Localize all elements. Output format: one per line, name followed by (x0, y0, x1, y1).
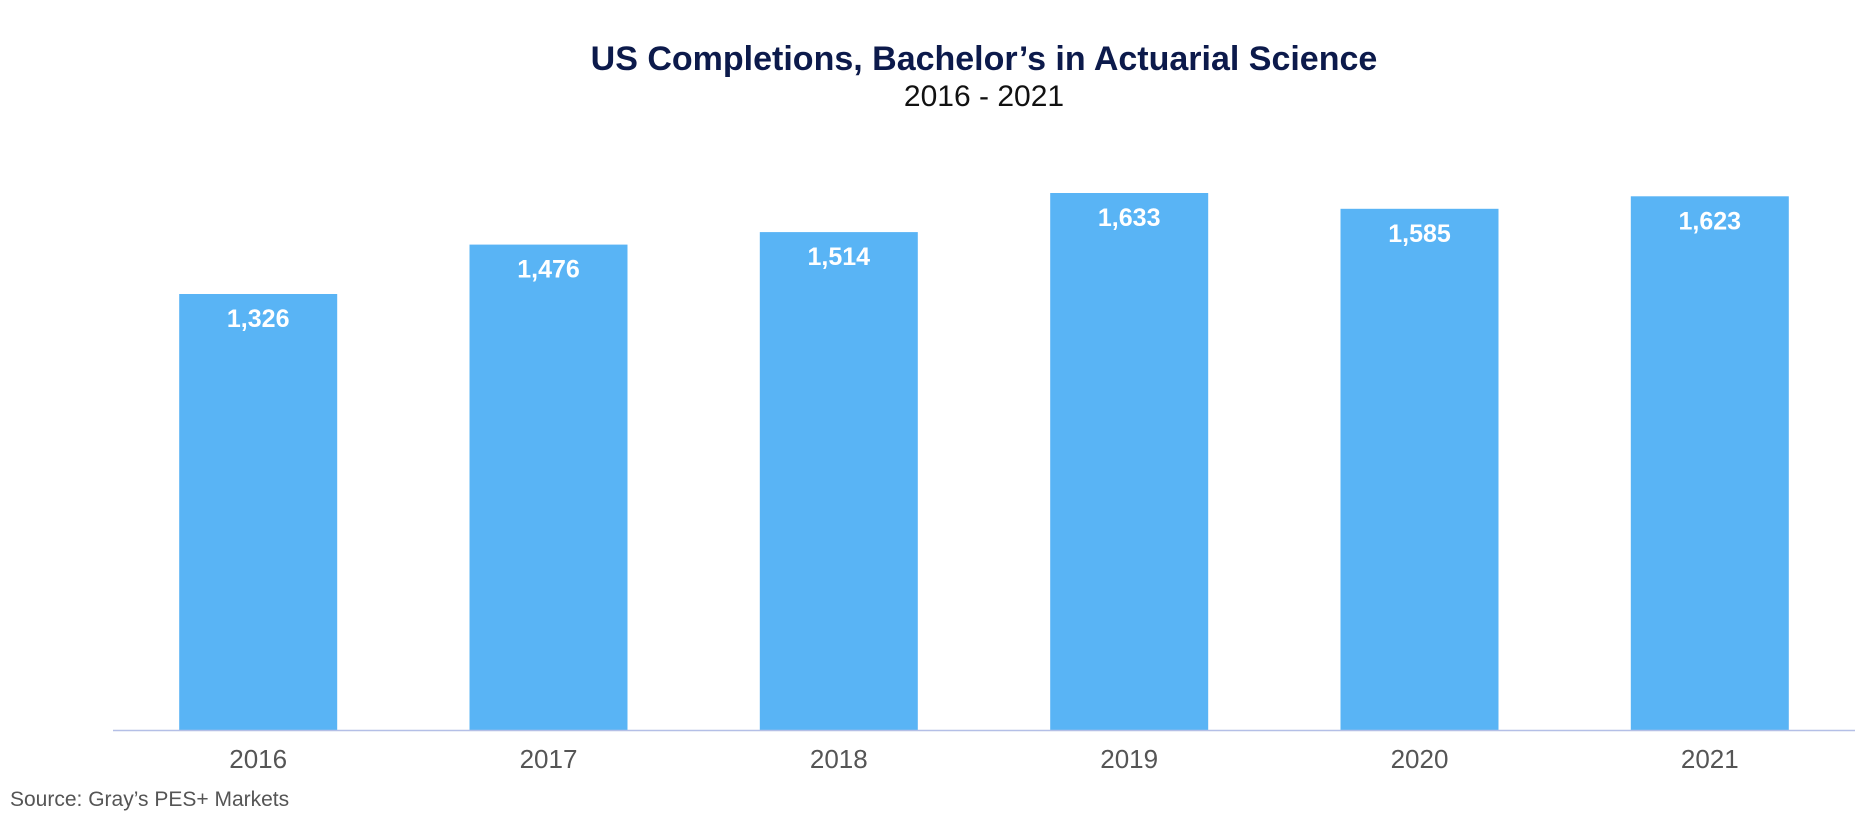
x-tick-label-2020: 2020 (1391, 744, 1449, 774)
chart-subtitle: 2016 - 2021 (903, 80, 1065, 113)
data-label-2017: 1,476 (517, 256, 580, 284)
bar-2019 (1050, 193, 1209, 730)
source-note: Source: Gray’s PES+ Markets (10, 788, 290, 811)
bar-2016 (179, 294, 338, 730)
bar-2021 (1630, 196, 1789, 731)
data-label-2018: 1,514 (808, 243, 871, 271)
bar-2017 (469, 244, 628, 730)
tick-labels-group: 2016 2017 2018 2019 2020 2021 (229, 744, 1738, 774)
x-tick-label-2019: 2019 (1100, 744, 1158, 774)
data-label-2016: 1,326 (227, 305, 290, 333)
bars-group: 1,326 1,476 1,514 1,633 1,585 1,623 (179, 193, 1789, 731)
data-label-2020: 1,585 (1388, 220, 1451, 248)
x-tick-label-2017: 2017 (520, 744, 578, 774)
bar-2020 (1340, 208, 1499, 731)
x-tick-label-2018: 2018 (810, 744, 868, 774)
data-label-2021: 1,623 (1679, 207, 1742, 235)
x-tick-label-2021: 2021 (1681, 744, 1739, 774)
chart-title: US Completions, Bachelor’s in Actuarial … (590, 40, 1378, 78)
x-tick-label-2016: 2016 (229, 744, 287, 774)
data-label-2019: 1,633 (1098, 204, 1161, 232)
bar-2018 (759, 232, 918, 730)
